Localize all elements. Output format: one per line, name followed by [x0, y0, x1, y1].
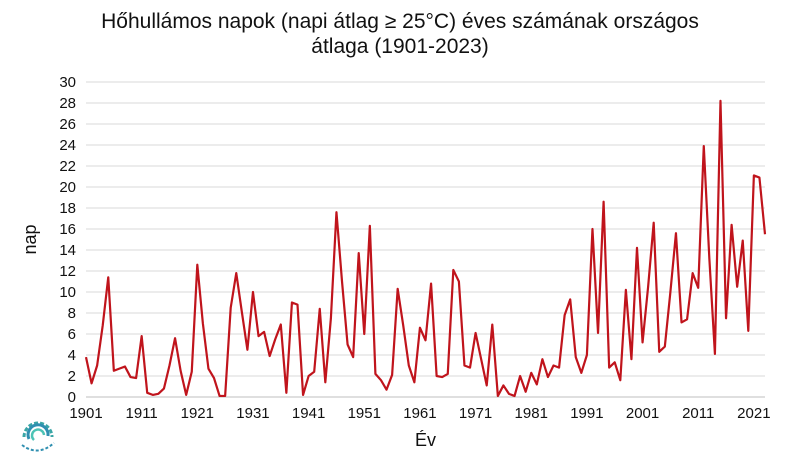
y-tick-label: 28 [59, 95, 76, 112]
y-tick-label: 4 [68, 347, 76, 364]
organization-logo [21, 421, 55, 452]
y-axis-label: nap [20, 224, 40, 254]
x-tick-label: 1901 [69, 405, 102, 422]
x-tick-label: 1941 [292, 405, 325, 422]
y-tick-label: 8 [68, 305, 76, 322]
y-tick-label: 6 [68, 326, 76, 343]
x-tick-label: 1911 [126, 405, 158, 422]
x-tick-label: 1971 [459, 405, 492, 422]
x-tick-label: 1951 [348, 405, 381, 422]
y-tick-label: 0 [68, 389, 76, 406]
x-tick-label: 1981 [515, 405, 548, 422]
x-axis-label: Év [415, 430, 436, 450]
x-tick-labels: 1901 1911 1921 1931 1941 1951 1961 1971 1981 1991… [69, 405, 770, 422]
y-tick-label: 22 [59, 158, 76, 175]
y-tick-label: 18 [59, 200, 76, 217]
x-tick-label: 2001 [626, 405, 659, 422]
x-tick-label: 2021 [737, 405, 770, 422]
y-tick-label: 16 [59, 221, 76, 238]
x-tick-label: 1931 [236, 405, 269, 422]
chart-title-line-2: átlaga (1901-2023) [311, 35, 489, 58]
y-tick-label: 14 [59, 242, 76, 259]
x-tick-label: 2011 [682, 405, 714, 422]
y-tick-label: 2 [68, 368, 76, 385]
y-tick-label: 20 [59, 179, 76, 196]
y-tick-label: 10 [59, 284, 76, 301]
y-tick-label: 26 [59, 116, 76, 133]
x-tick-label: 1961 [403, 405, 436, 422]
y-tick-label: 30 [59, 74, 76, 91]
chart-title-line-1: Hőhullámos napok (napi átlag ≥ 25°C) éve… [101, 10, 699, 33]
y-tick-label: 12 [59, 263, 76, 280]
x-tick-label: 1991 [570, 405, 603, 422]
x-tick-label: 1921 [181, 405, 214, 422]
y-tick-label: 24 [59, 137, 76, 154]
series-line [84, 99, 767, 398]
